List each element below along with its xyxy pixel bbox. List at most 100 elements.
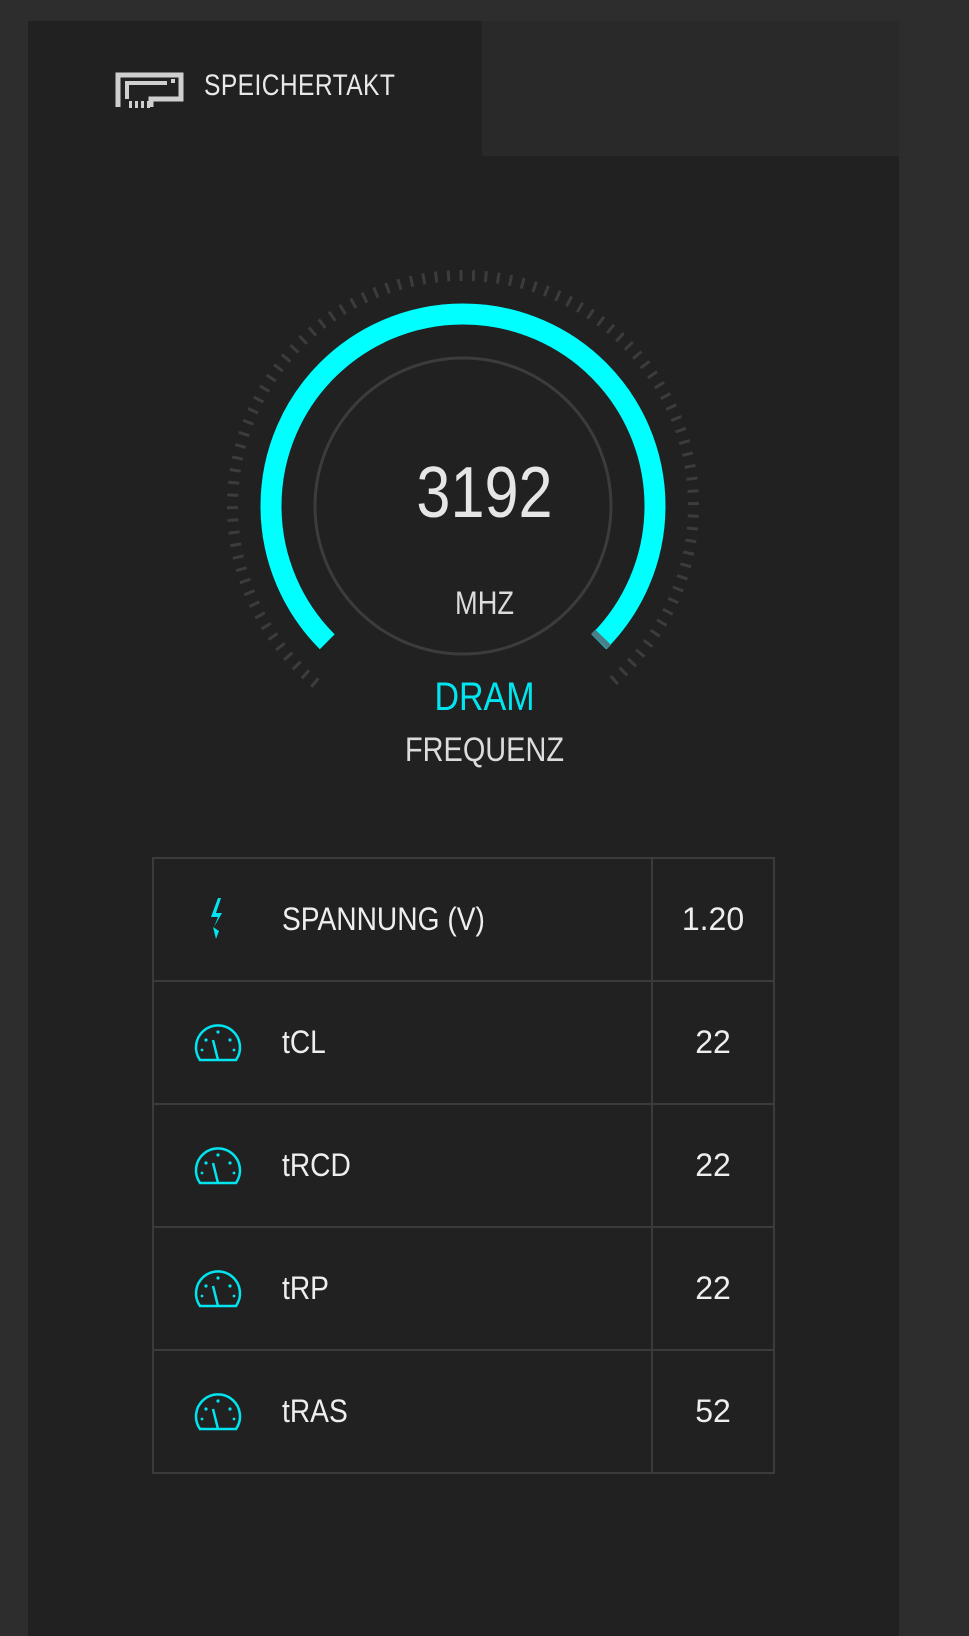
gauge-tick bbox=[682, 550, 695, 556]
gauge-tick bbox=[647, 370, 658, 380]
gauge-tick bbox=[259, 384, 271, 393]
gauge-tick bbox=[649, 628, 661, 638]
gauge-tick bbox=[227, 493, 239, 497]
gauge-tick bbox=[280, 353, 292, 363]
gauge-tick bbox=[596, 315, 606, 327]
row-value: 22 bbox=[651, 980, 775, 1105]
gauge-tick bbox=[384, 282, 391, 294]
gauge-tick bbox=[254, 611, 266, 620]
gauge-tick bbox=[684, 463, 696, 469]
gauge-tick bbox=[653, 381, 665, 390]
gauge-tick bbox=[632, 350, 643, 360]
gauge-tick bbox=[396, 278, 403, 291]
gauge-tick bbox=[408, 275, 415, 288]
gauge-tick bbox=[360, 291, 369, 304]
gauge-tick bbox=[680, 562, 692, 569]
gauge-tick bbox=[260, 621, 272, 631]
gauge-tick bbox=[310, 677, 320, 688]
gauge-tick bbox=[338, 303, 347, 315]
gauge-tick bbox=[242, 418, 254, 426]
gauge-tick bbox=[605, 323, 616, 335]
gauge-tick bbox=[283, 651, 294, 662]
gauge-tick bbox=[433, 271, 439, 283]
gauge-tick bbox=[660, 392, 672, 400]
row-label: tRP bbox=[282, 1270, 329, 1306]
gauge-tick bbox=[317, 318, 327, 329]
row-label: tRCD bbox=[282, 1147, 351, 1183]
tab-speichertakt[interactable]: SPEICHERTAKT bbox=[28, 21, 482, 156]
gauge-tick bbox=[687, 489, 699, 493]
gauge-tick bbox=[248, 600, 261, 608]
gauge-tick bbox=[239, 577, 251, 585]
gauge-tick bbox=[565, 295, 573, 307]
gauge-label: DRAM bbox=[434, 675, 535, 719]
gauge-tick bbox=[672, 585, 684, 593]
gauge-tick bbox=[252, 395, 265, 404]
gauge-tick bbox=[676, 574, 688, 581]
speedometer-icon bbox=[194, 1024, 242, 1062]
gauge-tick bbox=[243, 589, 256, 597]
gauge-end-marker bbox=[591, 629, 612, 650]
table-row: tRCD 22 bbox=[152, 1103, 775, 1228]
gauge-tick bbox=[229, 468, 241, 473]
table-row: tRP 22 bbox=[152, 1226, 775, 1351]
gauge-tick bbox=[267, 632, 279, 641]
gauge-tick bbox=[542, 285, 550, 297]
gauge-tick bbox=[674, 426, 687, 434]
gauge-tick bbox=[265, 373, 277, 383]
gauge-tick bbox=[615, 332, 625, 343]
gauge-arc bbox=[260, 303, 666, 650]
gauge-tick bbox=[483, 271, 488, 283]
gauge-tick bbox=[656, 618, 668, 627]
gauge-tick bbox=[519, 277, 526, 290]
gauge-tick bbox=[300, 669, 311, 680]
speedometer-icon bbox=[194, 1393, 242, 1431]
gauge-tick bbox=[642, 638, 654, 648]
gauge-tick bbox=[665, 403, 677, 411]
gauge-tick bbox=[575, 301, 585, 313]
gauge-tick bbox=[372, 286, 380, 299]
gauge-tick bbox=[227, 518, 239, 522]
speedometer-icon bbox=[194, 1270, 242, 1308]
gauge-tick bbox=[238, 430, 250, 438]
gauge-tick bbox=[421, 273, 427, 285]
gauge-tick bbox=[495, 272, 501, 284]
gauge-tick bbox=[298, 334, 309, 345]
row-value: 1.20 bbox=[651, 857, 775, 982]
tab-label: SPEICHERTAKT bbox=[204, 69, 396, 102]
gauge-tick bbox=[327, 310, 337, 322]
gauge-tick bbox=[247, 407, 259, 415]
gauge-tick bbox=[228, 480, 240, 485]
gauge-tick bbox=[627, 657, 638, 668]
row-value: 52 bbox=[651, 1349, 775, 1474]
gauge-tick bbox=[275, 642, 286, 652]
gauge-tick bbox=[678, 439, 691, 446]
gauge-tick bbox=[662, 607, 674, 616]
row-label: tRAS bbox=[282, 1393, 348, 1429]
gauge-tick bbox=[230, 542, 242, 548]
gauge-tick bbox=[681, 451, 694, 457]
gauge-tick bbox=[507, 274, 514, 287]
row-value: 22 bbox=[651, 1103, 775, 1228]
gauge-tick bbox=[639, 360, 651, 370]
gauge-tick bbox=[667, 596, 679, 605]
gauge-tick bbox=[670, 415, 682, 423]
row-label: tCL bbox=[282, 1024, 326, 1060]
gauge-tick bbox=[531, 281, 538, 293]
header-bar: SPEICHERTAKT bbox=[28, 21, 899, 156]
gauge-tick bbox=[291, 660, 302, 671]
gauge-tick bbox=[685, 538, 697, 544]
gauge-sublabel: FREQUENZ bbox=[405, 731, 564, 769]
gauge-tick bbox=[609, 674, 619, 686]
gauge-tick bbox=[446, 270, 451, 282]
gauge-tick bbox=[686, 526, 699, 531]
gauge-tick bbox=[554, 290, 562, 302]
table-row: tRAS 52 bbox=[152, 1349, 775, 1474]
gauge-tick bbox=[228, 530, 240, 535]
row-value: 22 bbox=[651, 1226, 775, 1351]
memory-module-icon bbox=[115, 72, 184, 108]
gauge-unit: MHZ bbox=[455, 585, 514, 621]
row-label: SPANNUNG (V) bbox=[282, 901, 485, 937]
row-name-cell: tRP bbox=[152, 1226, 653, 1351]
gauge-tick bbox=[618, 666, 629, 677]
